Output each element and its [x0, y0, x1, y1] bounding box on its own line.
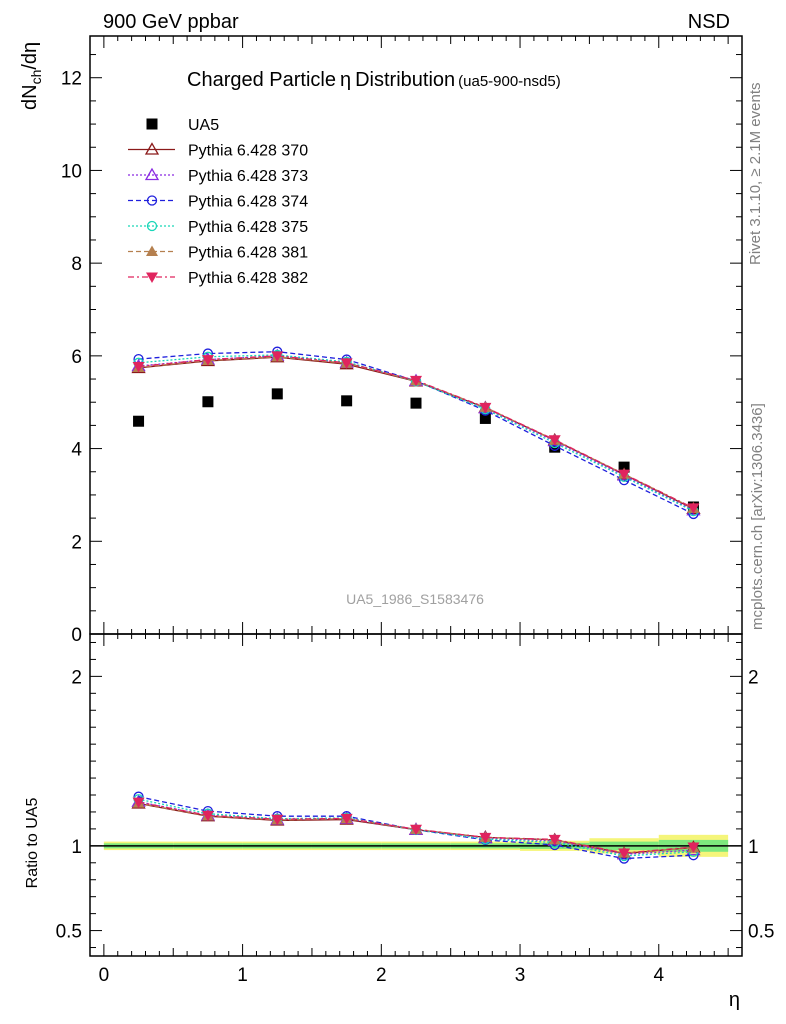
data-point-s0-4 [410, 397, 422, 409]
x-tick-label: 0 [99, 965, 110, 986]
legend-marker [146, 220, 158, 232]
data-point-s0-5 [479, 412, 491, 424]
y-tick-label: 6 [71, 347, 82, 368]
x-tick-label: 4 [653, 965, 664, 986]
ratio-point-s5-8 [687, 842, 700, 854]
legend-marker [146, 245, 158, 256]
x-tick-label: 1 [237, 965, 248, 986]
ratio-y-tick-label-right: 2 [748, 667, 759, 688]
watermark-label: UA5_1986_S1583476 [346, 591, 484, 607]
legend-entry: Pythia 6.428 382 [128, 270, 308, 287]
y-tick-label: 2 [71, 532, 82, 553]
ratio-line-5 [138, 801, 694, 854]
ratio-point-s5-4 [410, 824, 422, 836]
legend-marker [146, 195, 158, 206]
legend-marker [144, 142, 160, 155]
data-point-s6-7 [618, 469, 631, 481]
legend-marker [146, 272, 158, 283]
ratio-point-s5-3 [340, 813, 353, 825]
legend-entry: Pythia 6.428 373 [128, 167, 308, 185]
energy-label: 900 GeV ppbar [103, 11, 239, 33]
data-point-s6-3 [340, 358, 353, 369]
x-tick-label: 3 [515, 965, 526, 986]
ratio-y-tick-label: 0.5 [56, 922, 82, 943]
legend-label: Pythia 6.428 373 [188, 168, 308, 185]
ratio-point-s5-0 [132, 797, 145, 809]
ratio-plot-series [131, 791, 701, 864]
x-tick-label: 2 [376, 965, 387, 986]
ratio-frame [89, 633, 743, 957]
ratio-point-s5-7 [618, 848, 631, 859]
data-point-s0-1 [202, 396, 214, 408]
legend-entry: UA5 [146, 117, 219, 134]
data-point-s6-6 [548, 435, 561, 446]
y-tick-label: 12 [61, 69, 82, 90]
legend-entry: Pythia 6.428 374 [128, 194, 308, 211]
legend-label: Pythia 6.428 375 [188, 219, 308, 236]
y-tick-label: 4 [71, 440, 82, 461]
ratio-point-s5-1 [201, 810, 214, 822]
ratio-y-tick-label: 1 [71, 837, 82, 858]
mcplots-label: mcplots.cern.ch [arXiv:1306.3436] [749, 403, 766, 630]
legend-label: UA5 [188, 117, 219, 134]
chart-title: Charged Particle η Distribution (ua5-900-ns… [187, 69, 561, 91]
ratio-y-tick-label: 2 [71, 667, 82, 688]
legend-label: Pythia 6.428 382 [188, 270, 308, 287]
y-tick-label: 0 [71, 625, 82, 646]
data-point-s6-5 [479, 402, 492, 414]
data-point-s6-2 [271, 351, 284, 362]
data-point-s0-3 [341, 395, 353, 407]
data-point-s6-1 [201, 355, 214, 366]
ratio-point-s5-6 [548, 834, 561, 846]
data-point-s6-4 [410, 375, 422, 387]
ratio-y-axis-label: Ratio to UA5 [24, 798, 41, 889]
legend-entry: Pythia 6.428 370 [128, 142, 308, 160]
legend-label: Pythia 6.428 381 [188, 245, 308, 262]
legend-entry: Pythia 6.428 375 [128, 219, 308, 236]
y-tick-label: 10 [61, 161, 82, 182]
ratio-point-s5-5 [479, 832, 492, 844]
legend: UA5 Pythia 6.428 370 Pythia 6.428 373 Pythi… [128, 117, 308, 287]
data-point-s0-2 [271, 388, 283, 400]
data-point-s0-7 [618, 461, 630, 473]
data-point-s6-8 [687, 503, 700, 514]
main-plot-series [131, 346, 701, 520]
legend-label: Pythia 6.428 370 [188, 143, 308, 160]
ratio-y-tick-label-right: 1 [748, 837, 759, 858]
process-label: NSD [688, 11, 730, 33]
legend-entry: Pythia 6.428 381 [128, 245, 308, 262]
legend-label: Pythia 6.428 374 [188, 194, 308, 211]
y-tick-label: 8 [71, 254, 82, 275]
ratio-point-s5-2 [271, 814, 284, 826]
data-point-s6-0 [132, 362, 145, 373]
legend-marker [146, 118, 158, 130]
data-point-s0-0 [133, 415, 145, 427]
x-axis-label: η [729, 989, 740, 1011]
legend-marker [144, 167, 160, 181]
rivet-version-label: Rivet 3.1.10, ≥ 2.1M events [747, 83, 764, 266]
y-axis-label: dNch/dη [19, 42, 44, 110]
ratio-y-tick-label-right: 0.5 [748, 922, 774, 943]
